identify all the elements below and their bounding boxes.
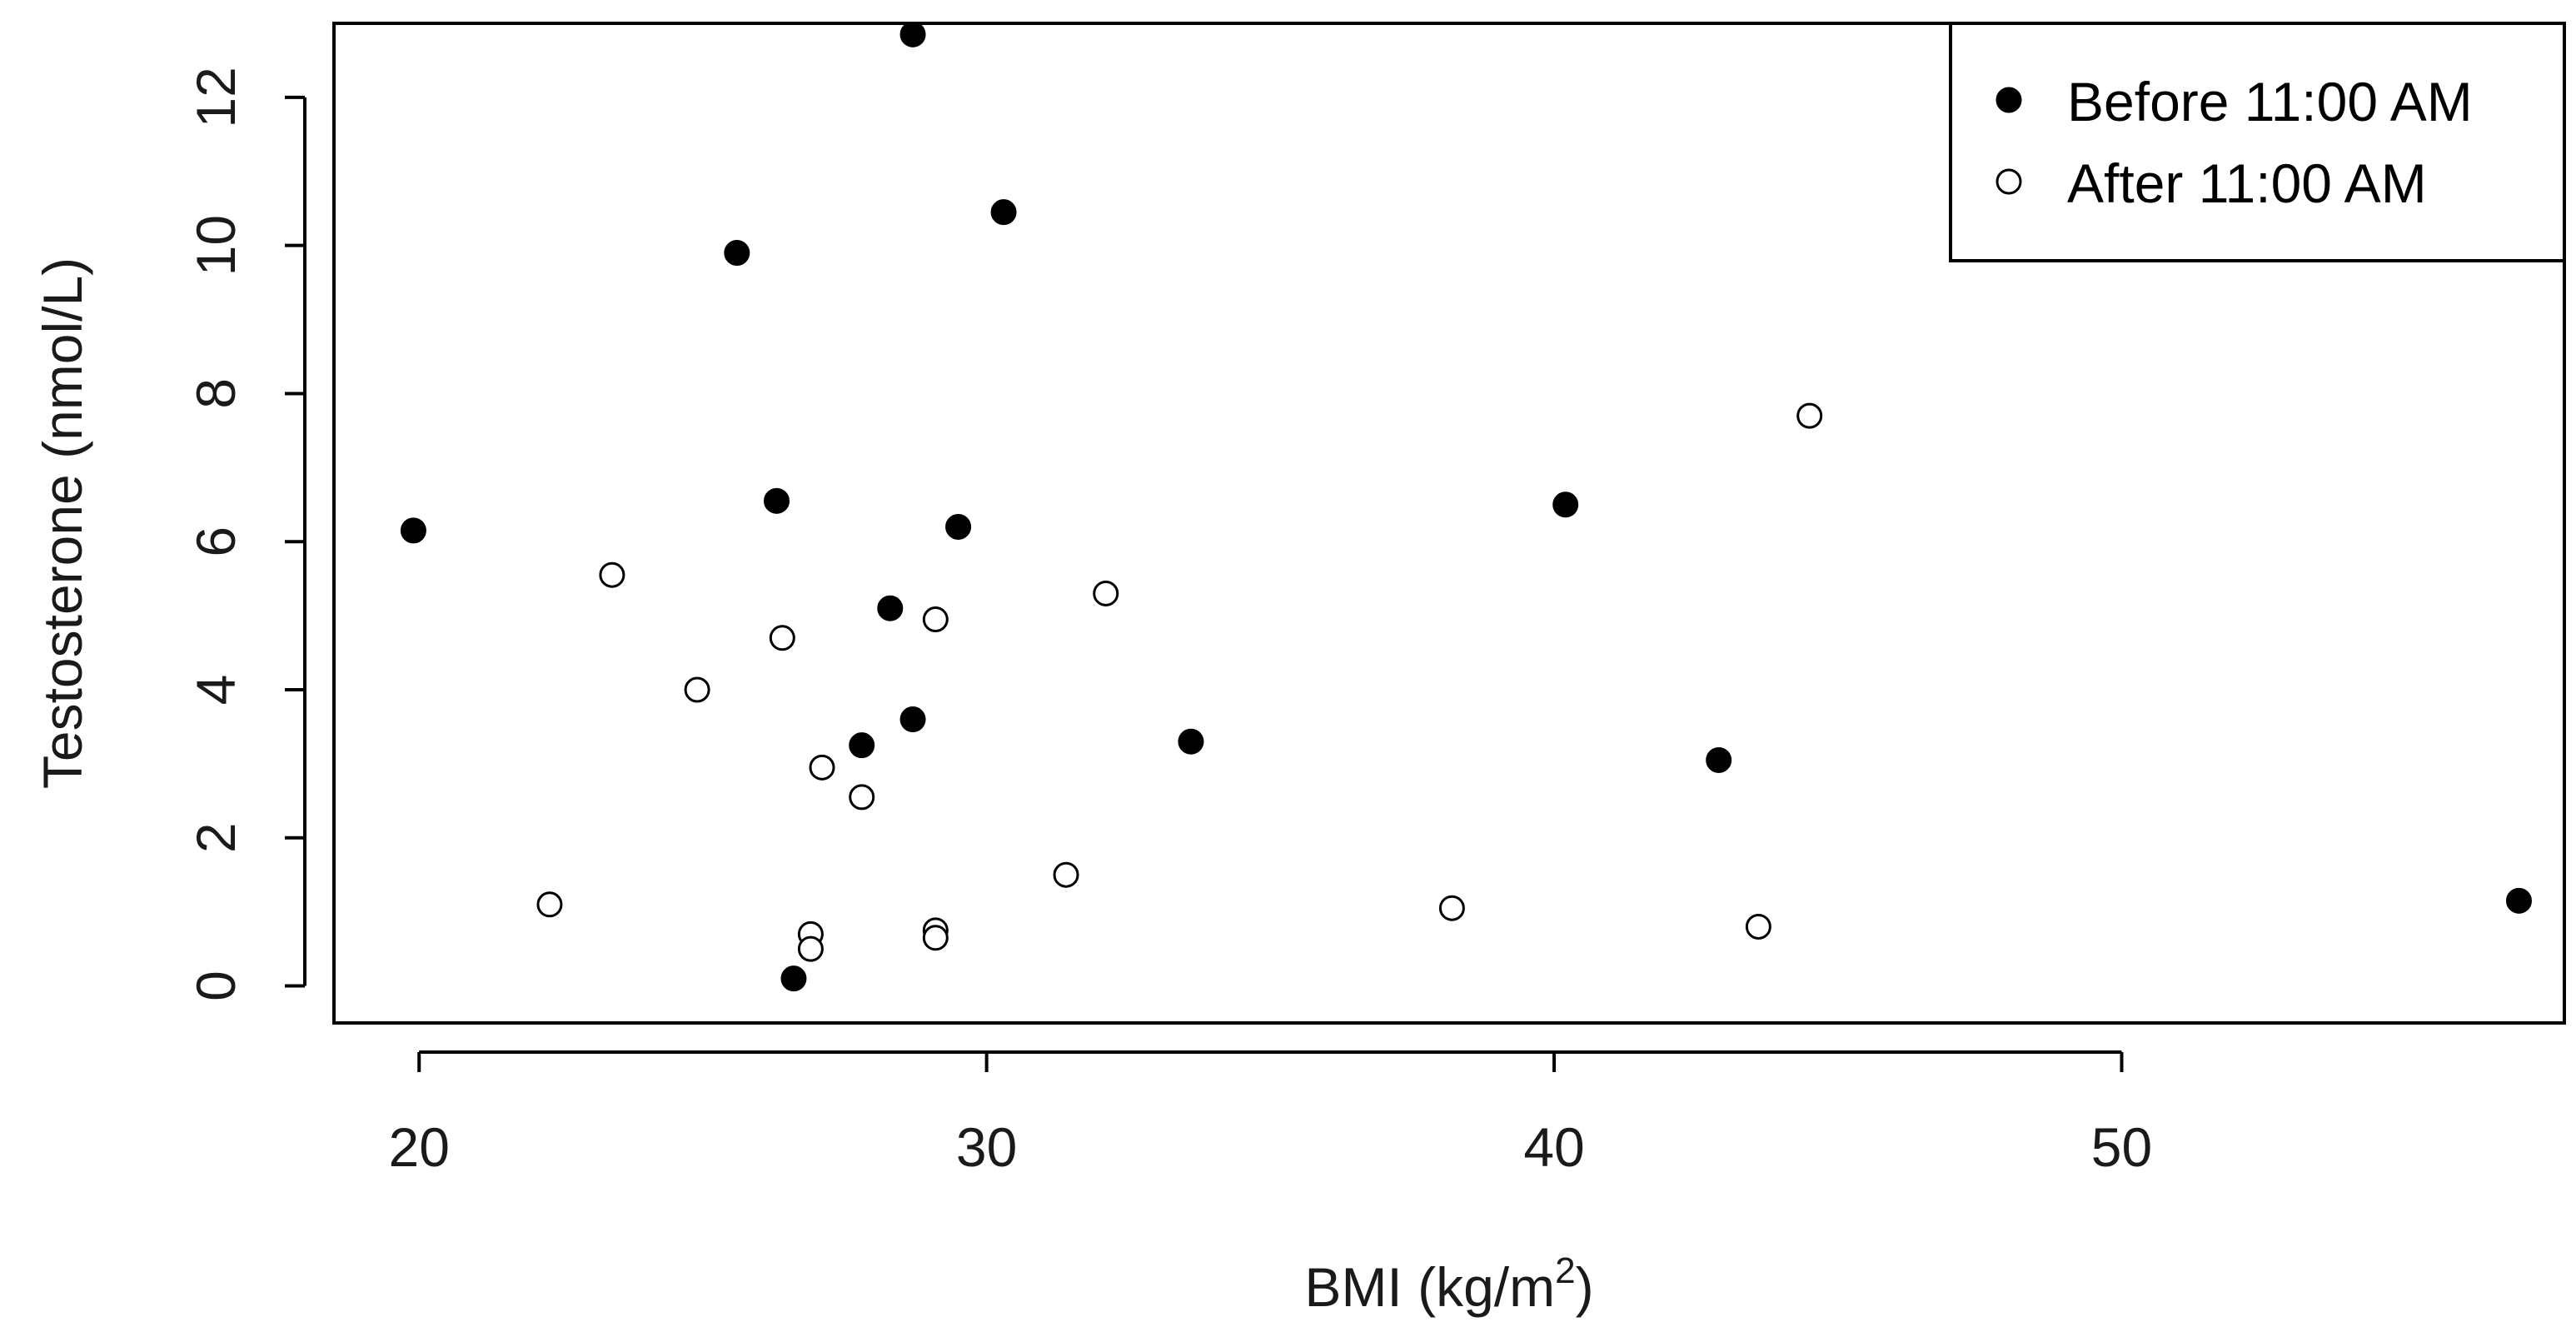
x-axis-title-superscript: 2	[1555, 1250, 1575, 1291]
x-tick-label: 30	[956, 1116, 1017, 1178]
y-tick-label: 8	[185, 378, 247, 409]
point-before	[877, 595, 904, 621]
y-tick-label: 4	[185, 675, 247, 706]
point-after	[684, 676, 710, 703]
y-tick-label: 2	[185, 822, 247, 853]
point-after	[536, 891, 563, 918]
x-axis-title-close: )	[1576, 1256, 1594, 1318]
point-before	[1178, 728, 1204, 755]
point-before	[2505, 887, 2532, 914]
y-axis-title: Testosterone (nmol/L)	[32, 257, 93, 789]
legend-label-before: Before 11:00 AM	[2067, 71, 2473, 132]
legend-box	[1949, 22, 2566, 262]
point-after	[1796, 402, 1823, 429]
point-before	[945, 513, 972, 540]
y-tick-label: 12	[185, 67, 247, 127]
x-axis-title: BMI (kg/m2)	[1304, 1250, 1593, 1318]
x-tick-label: 50	[2091, 1116, 2152, 1178]
plot-frame	[332, 22, 2566, 1025]
point-after	[797, 935, 824, 962]
point-before	[400, 517, 426, 544]
point-before	[899, 706, 926, 733]
point-before	[1706, 746, 1732, 773]
point-before	[899, 21, 926, 47]
point-after	[809, 754, 835, 781]
x-tick-label: 40	[1523, 1116, 1584, 1178]
legend-label-after: After 11:00 AM	[2067, 152, 2427, 214]
point-after	[1438, 895, 1465, 921]
point-after	[1053, 861, 1079, 888]
point-before	[780, 965, 807, 992]
points-layer	[400, 21, 2532, 992]
point-after	[1745, 913, 1771, 940]
y-tick-label: 0	[185, 970, 247, 1001]
y-tick-label: 6	[185, 526, 247, 557]
point-after	[599, 561, 625, 588]
point-before	[1552, 491, 1579, 518]
point-after	[769, 625, 795, 651]
point-after	[1093, 580, 1119, 606]
point-after	[849, 784, 875, 811]
legend-marker-before	[1996, 87, 2022, 113]
point-after	[922, 925, 949, 951]
y-tick-label: 10	[185, 215, 247, 276]
y-axis: 0 2 4 6 8 10 12	[185, 67, 306, 1001]
legend: Before 11:00 AM After 11:00 AM	[1949, 22, 2566, 262]
legend-marker-after	[1996, 168, 2022, 195]
point-before	[849, 732, 875, 759]
x-axis-title-main: BMI (kg/m	[1304, 1256, 1555, 1318]
point-before	[990, 199, 1017, 226]
x-tick-label: 20	[389, 1116, 450, 1178]
x-axis: 20 30 40 50	[389, 1050, 2152, 1178]
point-before	[724, 240, 750, 267]
point-before	[764, 487, 790, 514]
point-after	[922, 606, 949, 633]
